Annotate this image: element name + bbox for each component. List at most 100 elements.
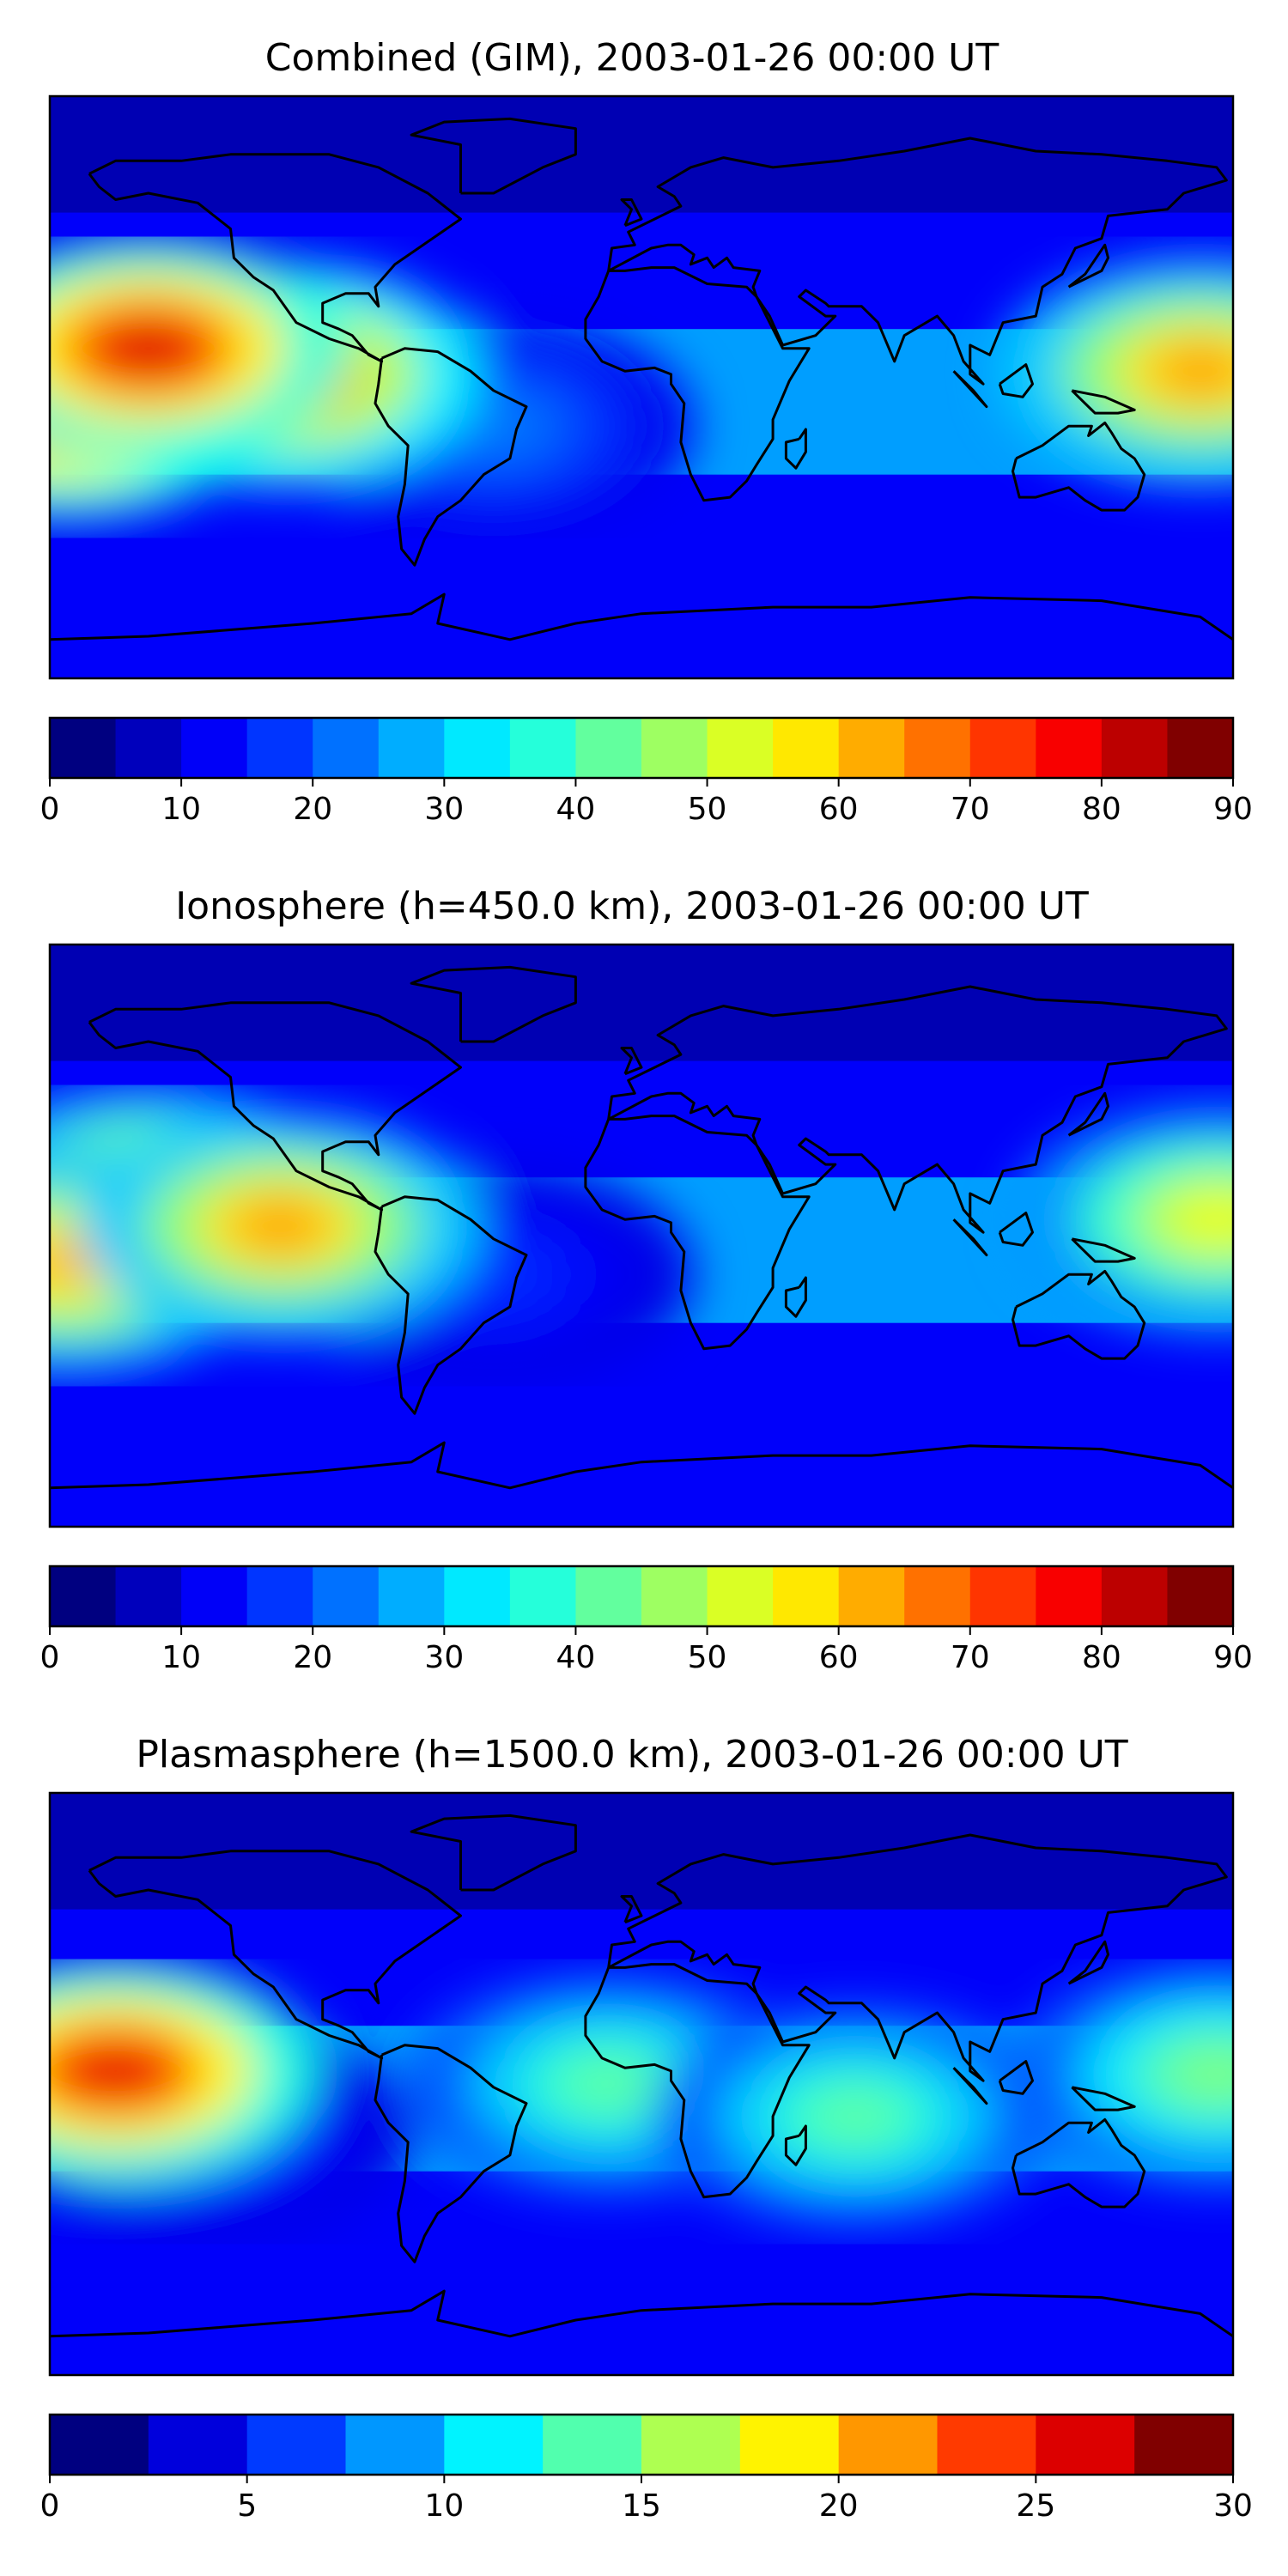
colorbar-segment: [707, 718, 774, 778]
colorbar-segment: [148, 2415, 248, 2475]
colorbar-segment: [115, 1566, 182, 1626]
coastline: [784, 1276, 807, 1318]
coastline: [998, 2060, 1034, 2095]
coastline: [1012, 1269, 1146, 1360]
field-hotspot: [1170, 1194, 1233, 1246]
colorbar-segment: [1036, 1566, 1103, 1626]
coastline: [952, 370, 988, 409]
colorbar-tick-label: 30: [1213, 2488, 1253, 2524]
colorbar-tick-label: 0: [40, 1640, 60, 1675]
colorbar-segment: [345, 2415, 445, 2475]
colorbar-tick-label: 60: [819, 792, 859, 827]
colorbar-segment: [904, 1566, 971, 1626]
colorbar-segment: [969, 1566, 1036, 1626]
colorbar-segment: [969, 718, 1036, 778]
colorbar-segment: [1036, 2415, 1135, 2475]
colorbar-tick-label: 40: [556, 1640, 596, 1675]
colorbar-segment: [181, 718, 248, 778]
map-area: [48, 94, 1235, 680]
colorbar-tick-label: 5: [237, 2488, 257, 2524]
colorbar-tick-label: 20: [819, 2488, 859, 2524]
coastline: [410, 117, 577, 195]
coastline: [620, 1047, 643, 1076]
colorbar-tick-label: 10: [161, 792, 201, 827]
panel-combined: Combined (GIM), 2003-01-26 00:00 UT 0 10 2…: [40, 36, 1253, 827]
colorbar-segment: [1167, 1566, 1234, 1626]
colorbar-segment: [739, 2415, 840, 2475]
colorbar-tick-label: 80: [1082, 792, 1121, 827]
coastline: [50, 2289, 1233, 2338]
coastlines: [50, 1814, 1233, 2338]
field-hotspot: [1153, 345, 1233, 398]
coastline: [1012, 421, 1146, 512]
colorbar-segment: [1101, 1566, 1168, 1626]
coastline: [50, 592, 1233, 641]
coastline: [998, 1212, 1034, 1247]
panel-ionosphere: Ionosphere (h=450.0 km), 2003-01-26 00:0…: [40, 884, 1253, 1675]
colorbar-tick-label: 70: [951, 792, 990, 827]
colorbar-segment: [313, 718, 380, 778]
colorbar-frame: [48, 1564, 1235, 1628]
colorbar-segment: [50, 1566, 117, 1626]
coastline: [1067, 1091, 1109, 1137]
colorbar-tick-label: 20: [293, 1640, 332, 1675]
field-hotspot: [447, 1249, 540, 1301]
coastlines: [50, 965, 1233, 1490]
colorbar-tick-label: 30: [424, 1640, 464, 1675]
colorbar-segment: [904, 718, 971, 778]
panel-title: Plasmasphere (h=1500.0 km), 2003-01-26 0…: [136, 1733, 1127, 1777]
colorbar-tick-label: 0: [40, 2488, 60, 2524]
colorbar-tick-label: 80: [1082, 1640, 1121, 1675]
colorbar-tick-label: 40: [556, 792, 596, 827]
map-area: [48, 1791, 1235, 2377]
field-hotspot: [562, 2058, 655, 2110]
coastline: [374, 347, 528, 567]
colorbar-segment: [115, 718, 182, 778]
coastline: [1071, 1237, 1136, 1263]
colorbar-tick-label: 20: [293, 792, 332, 827]
coastline: [1067, 243, 1109, 289]
coastline: [410, 965, 577, 1043]
field-hotspot: [1170, 2048, 1233, 2100]
coastline: [1071, 2086, 1136, 2111]
coastline: [784, 428, 807, 470]
colorbar-segment: [313, 1566, 380, 1626]
map-frame: [48, 94, 1235, 680]
coastline: [1012, 2117, 1146, 2208]
colorbar-segment: [378, 1566, 445, 1626]
coastline: [410, 1814, 577, 1892]
colorbar-tick-label: 50: [688, 1640, 727, 1675]
colorbar-tick-label: 10: [424, 2488, 464, 2524]
coastline: [584, 1963, 811, 2199]
coastline: [952, 1218, 988, 1257]
coastline: [620, 1895, 643, 1924]
map-frame: [48, 943, 1235, 1528]
colorbar-tick-label: 15: [622, 2488, 661, 2524]
colorbar-segment: [1101, 718, 1168, 778]
colorbar-segment: [1167, 718, 1234, 778]
colorbar-tick-label: 90: [1213, 1640, 1253, 1675]
coastline: [88, 1001, 462, 1212]
coastline: [784, 2124, 807, 2166]
map-area: [48, 943, 1235, 1528]
colorbar-segment: [509, 1566, 576, 1626]
coastline: [50, 1441, 1233, 1490]
colorbar-segment: [509, 718, 576, 778]
colorbar-segment: [444, 718, 511, 778]
coastline: [952, 2067, 988, 2105]
colorbar-frame: [48, 716, 1235, 780]
colorbar-segment: [707, 1566, 774, 1626]
colorbar-tick-label: 70: [951, 1640, 990, 1675]
panel-title: Ionosphere (h=450.0 km), 2003-01-26 00:0…: [175, 884, 1089, 928]
colorbar-tick-label: 30: [424, 792, 464, 827]
coastline: [1071, 389, 1136, 415]
colorbar-segment: [1036, 718, 1103, 778]
colorbar-segment: [543, 2415, 642, 2475]
colorbar-segment: [838, 1566, 905, 1626]
field-hotspot: [233, 1200, 326, 1252]
field-hotspot: [69, 2044, 162, 2097]
coastline: [88, 1850, 462, 2060]
field-hotspot: [101, 322, 195, 374]
colorbar-segment: [246, 2415, 346, 2475]
colorbar-tick-label: 10: [161, 1640, 201, 1675]
